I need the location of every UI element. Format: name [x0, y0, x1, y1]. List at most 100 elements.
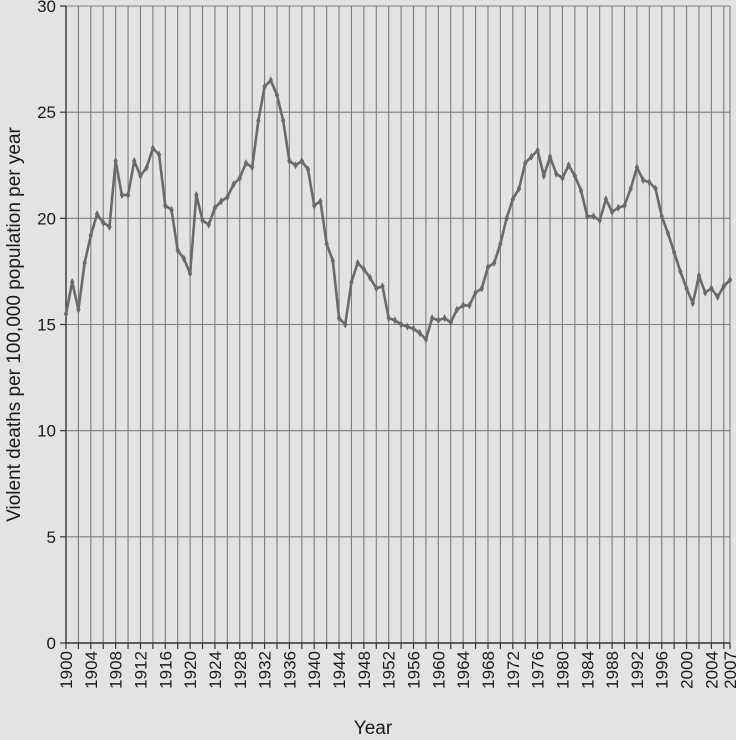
data-point [603, 195, 609, 204]
data-point [225, 193, 230, 202]
y-tick-label: 15 [37, 316, 56, 335]
data-point [125, 190, 131, 199]
data-point [138, 171, 143, 180]
x-axis-title: Year [354, 718, 393, 739]
data-point [200, 216, 205, 225]
data-point [411, 324, 416, 333]
data-point [318, 197, 323, 206]
data-point [454, 305, 460, 314]
data-point [709, 284, 714, 293]
data-point [715, 292, 720, 301]
data-point [585, 212, 590, 221]
data-point [76, 305, 81, 314]
data-point [380, 282, 385, 291]
data-point [423, 335, 429, 344]
data-point [287, 157, 292, 166]
data-point [231, 180, 236, 189]
data-point [467, 301, 472, 310]
data-point [653, 184, 658, 193]
x-tick-label: 1944 [330, 651, 349, 689]
x-tick-label: 1928 [231, 651, 250, 689]
data-point [417, 328, 422, 337]
data-point [696, 271, 702, 280]
data-point [94, 210, 100, 219]
data-point [516, 184, 522, 193]
data-point [671, 248, 677, 257]
data-point [616, 203, 621, 212]
data-point [659, 212, 664, 221]
data-point [405, 322, 410, 331]
data-point [690, 299, 695, 308]
data-point [367, 273, 373, 282]
x-tick-label: 1972 [504, 651, 523, 689]
data-point [163, 201, 168, 210]
data-point [361, 265, 367, 274]
data-point [473, 288, 478, 297]
data-point [206, 220, 211, 229]
data-point [305, 165, 311, 174]
x-tick-label: 1916 [156, 651, 175, 689]
x-tick-label: 1936 [280, 651, 299, 689]
data-point [132, 157, 137, 166]
data-point [485, 263, 491, 272]
y-tick-label: 5 [47, 528, 56, 547]
x-tick-label: 1976 [529, 651, 548, 689]
data-point [547, 152, 553, 161]
data-point [113, 157, 118, 166]
data-point [436, 316, 441, 325]
x-tick-label: 2004 [702, 651, 721, 689]
data-point [249, 163, 255, 172]
data-point [107, 222, 112, 231]
y-tick-label: 10 [37, 422, 56, 441]
data-point [101, 218, 106, 227]
x-tick-label: 1980 [553, 651, 572, 689]
x-tick-label: 1940 [305, 651, 324, 689]
data-point [374, 284, 379, 293]
data-point [684, 284, 689, 293]
data-point [504, 214, 509, 223]
x-tick-label: 1952 [380, 651, 399, 689]
data-point [355, 258, 360, 267]
series-group [63, 76, 733, 344]
data-point [591, 212, 596, 221]
x-tick-label: 1924 [206, 651, 225, 689]
data-point [535, 146, 540, 155]
x-tick-label: 1996 [653, 651, 672, 689]
y-tick-label: 0 [47, 634, 56, 653]
data-point [175, 246, 180, 255]
data-point [299, 157, 305, 166]
data-point [647, 178, 652, 187]
data-point [169, 205, 174, 214]
data-point [622, 201, 627, 210]
data-point [634, 163, 640, 172]
x-tick-label: 1912 [131, 651, 150, 689]
y-tick-label: 25 [37, 103, 56, 122]
data-point [343, 320, 348, 329]
data-point [212, 203, 218, 212]
data-point [448, 318, 453, 327]
data-point [243, 159, 249, 168]
data-point [510, 195, 516, 204]
x-tick-label: 1968 [479, 651, 498, 689]
data-point [336, 314, 342, 323]
data-point [597, 216, 602, 225]
data-point [702, 288, 708, 297]
data-point [523, 159, 528, 168]
data-point [330, 256, 336, 265]
data-point [324, 239, 329, 248]
data-point [262, 82, 267, 91]
data-point [678, 267, 683, 276]
x-tick-label: 1956 [405, 651, 424, 689]
data-point [442, 314, 447, 323]
data-point [398, 320, 404, 329]
data-point [392, 316, 398, 325]
x-tick-label: 1964 [454, 651, 473, 689]
data-point [194, 190, 199, 199]
data-point [280, 116, 286, 125]
y-axis-title: Violent deaths per 100,000 population pe… [4, 126, 25, 521]
data-point [665, 229, 671, 238]
data-point [498, 239, 503, 248]
data-point [554, 169, 559, 178]
data-point [640, 176, 646, 185]
